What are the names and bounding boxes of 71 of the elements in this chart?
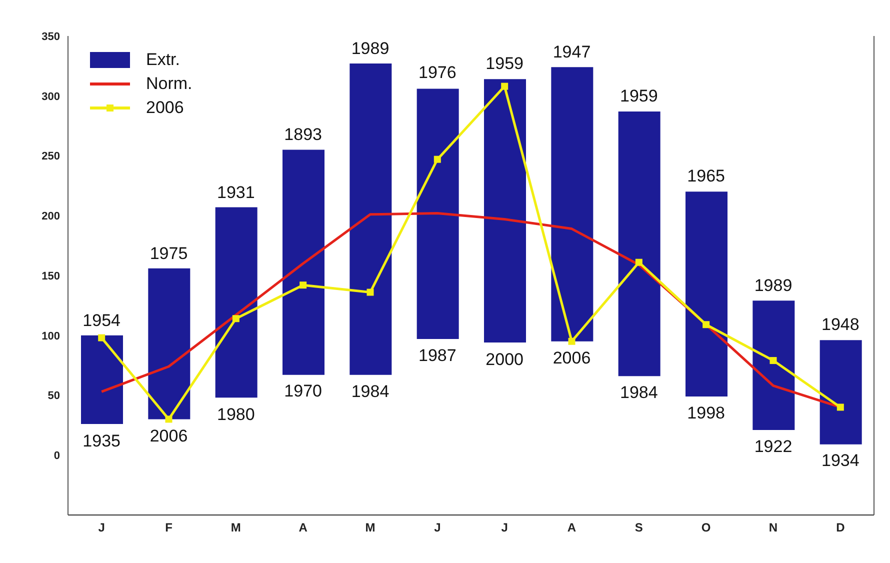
point xyxy=(836,404,844,411)
y-tick-label: 250 xyxy=(42,150,60,163)
x-tick-label: J xyxy=(501,520,508,535)
annotation: 2006 xyxy=(150,426,188,446)
point xyxy=(434,156,441,163)
point xyxy=(98,334,106,342)
bar xyxy=(148,268,190,420)
bar xyxy=(551,67,594,342)
point xyxy=(770,357,777,364)
bar xyxy=(282,150,324,375)
annotation: 1998 xyxy=(687,404,725,423)
annotation: 1931 xyxy=(217,182,255,202)
y-tick-label: 300 xyxy=(42,90,60,103)
annotation: 1965 xyxy=(687,166,725,186)
y-tick-label: 0 xyxy=(54,450,60,462)
x-tick-label: S xyxy=(634,520,643,535)
bar xyxy=(618,111,660,376)
bar xyxy=(81,335,123,424)
annotation: 1959 xyxy=(620,86,658,106)
bar xyxy=(215,207,258,398)
annotation: 2000 xyxy=(486,350,524,369)
annotation: 1984 xyxy=(351,382,390,401)
legend-label: Extr. xyxy=(146,49,180,71)
annotation: 1989 xyxy=(754,276,792,296)
annotation: 1976 xyxy=(418,63,456,82)
annotation: 1980 xyxy=(217,404,255,424)
annotation: 1947 xyxy=(552,42,591,62)
annotation: 1922 xyxy=(754,437,792,456)
x-tick-label: A xyxy=(298,520,308,535)
y-tick-label: 50 xyxy=(48,390,60,402)
x-tick-label: N xyxy=(768,520,778,535)
point xyxy=(568,338,576,345)
annotation: 1959 xyxy=(486,54,524,74)
legend-label: 2006 xyxy=(146,97,184,119)
point xyxy=(300,282,307,289)
point xyxy=(702,321,710,328)
x-tick-label: M xyxy=(230,520,241,535)
point xyxy=(501,82,508,90)
annotation: 1987 xyxy=(418,346,456,366)
annotation: 1970 xyxy=(284,382,322,401)
annotation: 1984 xyxy=(620,383,658,402)
point xyxy=(366,288,374,296)
x-tick-label: J xyxy=(98,520,105,535)
x-tick-label: O xyxy=(701,520,711,535)
bar xyxy=(752,300,795,430)
bar xyxy=(820,340,862,444)
annotation: 2006 xyxy=(552,348,591,368)
bar xyxy=(416,88,459,339)
x-tick-label: D xyxy=(836,520,846,535)
annotation: 1954 xyxy=(82,310,120,330)
legend-label: Norm. xyxy=(146,73,192,95)
annotation: 1989 xyxy=(351,39,390,58)
annotation: 1935 xyxy=(82,432,120,451)
annotation: 1934 xyxy=(822,450,860,470)
point xyxy=(232,315,240,322)
bar xyxy=(484,79,526,343)
x-tick-label: F xyxy=(165,520,172,535)
x-tick-label: M xyxy=(365,520,376,535)
point xyxy=(165,416,172,423)
annotation: 1893 xyxy=(284,124,322,144)
bar xyxy=(350,64,392,375)
x-tick-label: J xyxy=(434,520,441,535)
y-tick-label: 150 xyxy=(42,270,60,282)
point xyxy=(635,258,642,266)
annotation: 1975 xyxy=(150,244,188,263)
y-tick-label: 350 xyxy=(42,30,60,43)
y-tick-label: 200 xyxy=(42,210,60,223)
bar xyxy=(686,192,728,396)
annotation: 1948 xyxy=(822,315,860,334)
y-tick-label: 100 xyxy=(42,330,60,342)
x-tick-label: A xyxy=(567,520,576,535)
